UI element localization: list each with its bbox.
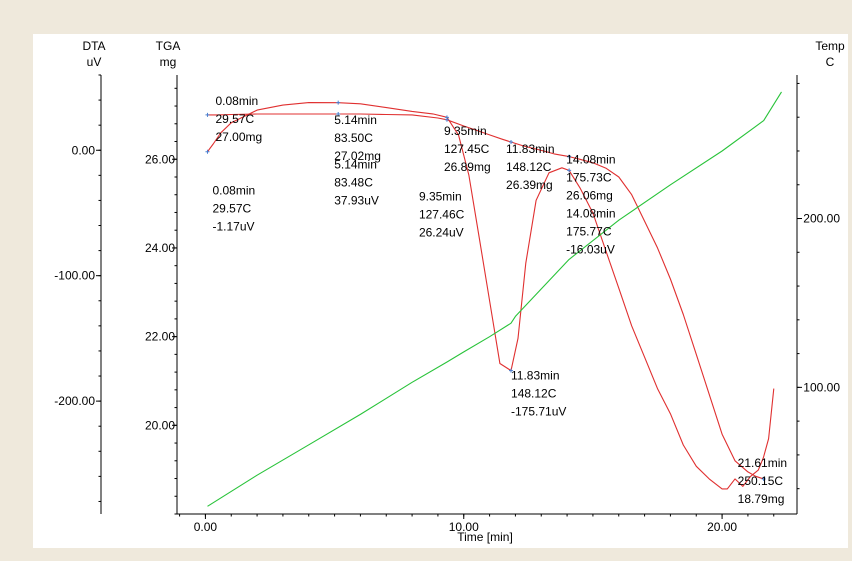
annotation-line: 250.15C — [738, 474, 784, 488]
temperature-curve — [207, 91, 782, 507]
temp-tick-label: 100.00 — [803, 380, 840, 394]
annotation-line: 83.48C — [334, 176, 373, 190]
annotation-line: 0.08min — [212, 184, 255, 198]
dta-tick-label: 0.00 — [72, 143, 96, 157]
dta-axis-unit: uV — [87, 55, 102, 69]
temp-axis-unit: C — [826, 55, 835, 69]
tga-tick-label: 24.00 — [145, 241, 175, 255]
annotations: 0.08min 29.57C 27.00mg 5.14min 83.50C 27.02mg… — [205, 94, 787, 506]
x-tick-label: 20.00 — [707, 520, 737, 534]
annotation-line: -175.71uV — [511, 405, 566, 419]
annotation-line: -16.03uV — [566, 242, 615, 256]
annotation-line: 29.57C — [215, 112, 254, 126]
annotation-2: 9.35min 127.45C 26.89mg — [444, 124, 491, 174]
annotation-marker — [509, 139, 514, 144]
dta-tick-label: -200.00 — [54, 394, 95, 408]
annotation-8: 9.35min 127.46C 26.24uV — [419, 189, 465, 239]
annotation-marker — [336, 100, 341, 105]
series — [207, 91, 782, 507]
x-tick-label: 10.00 — [449, 520, 479, 534]
annotation-9: 14.08min 175.77C -16.03uV — [566, 206, 615, 256]
annotation-line: 14.08min — [566, 153, 615, 167]
annotation-line: 18.79mg — [738, 492, 785, 506]
tga-tick-label: 20.00 — [145, 418, 175, 432]
tga-axis-title: TGA — [156, 39, 181, 53]
annotation-10: 11.83min 148.12C -175.71uV — [511, 369, 566, 419]
annotation-7: 5.14min 83.48C 37.93uV — [334, 158, 379, 208]
annotation-line: 29.57C — [212, 202, 251, 216]
annotation-3: 11.83min 148.12C 26.39mg — [506, 142, 554, 192]
tga-curve — [207, 113, 764, 480]
annotation-line: 21.61min — [738, 456, 787, 470]
annotation-line: -1.17uV — [212, 220, 254, 234]
temp-tick-label: 200.00 — [803, 212, 840, 226]
annotation-line: 5.14min — [334, 113, 377, 127]
annotation-line: 127.45C — [444, 142, 490, 156]
annotation-marker — [567, 168, 572, 173]
annotation-line: 26.39mg — [506, 178, 553, 192]
annotation-marker — [761, 476, 766, 481]
annotation-line: 37.93uV — [334, 194, 379, 208]
annotation-line: 26.06mg — [566, 189, 613, 203]
axes: DTA uV TGA mg Temp C Time [min] — [82, 39, 845, 544]
annotation-0: 0.08min 29.57C 27.00mg — [215, 94, 262, 144]
annotation-line: 11.83min — [511, 369, 559, 383]
annotation-marker — [509, 368, 514, 373]
tick-labels: 0.00 10.00 20.00 0.00 -100.00 -200.00 26.00 24.… — [54, 74, 840, 534]
annotation-line: 14.08min — [566, 206, 615, 220]
dta-tick-label: -100.00 — [54, 269, 95, 283]
annotation-line: 11.83min — [506, 142, 554, 156]
annotation-4: 14.08min 175.73C 26.06mg — [566, 153, 615, 203]
annotation-line: 0.08min — [215, 94, 258, 108]
annotation-marker — [567, 154, 572, 159]
annotation-marker — [336, 112, 341, 117]
x-axis-label: Time [min] — [457, 530, 513, 544]
annotation-line: 9.35min — [419, 189, 462, 203]
annotation-line: 175.73C — [566, 171, 612, 185]
tga-tick-label: 26.00 — [145, 152, 175, 166]
dta-axis-title: DTA — [82, 39, 105, 53]
temp-axis-title: Temp — [815, 39, 845, 53]
annotation-marker — [205, 112, 210, 117]
annotation-line: 26.89mg — [444, 160, 491, 174]
annotation-1: 5.14min 83.50C 27.02mg — [334, 113, 381, 163]
annotation-marker — [205, 149, 210, 154]
tga-axis-unit: mg — [160, 55, 177, 69]
annotation-line: 83.50C — [334, 131, 373, 145]
annotation-line: 26.24uV — [419, 225, 464, 239]
annotation-line: 175.77C — [566, 224, 612, 238]
annotation-line: 5.14min — [334, 158, 377, 172]
annotation-5: 21.61min 250.15C 18.79mg — [738, 456, 787, 506]
tga-tick-label: 22.00 — [145, 330, 175, 344]
annotation-line: 9.35min — [444, 124, 487, 138]
annotation-line: 148.12C — [506, 160, 552, 174]
annotation-line: 27.00mg — [215, 130, 262, 144]
annotation-marker — [444, 115, 449, 120]
annotation-line: 148.12C — [511, 387, 557, 401]
annotation-6: 0.08min 29.57C -1.17uV — [212, 184, 255, 234]
dta-curve — [207, 102, 775, 490]
plot-panel — [33, 34, 848, 548]
annotation-line: 27.02mg — [334, 149, 381, 163]
annotation-line: 127.46C — [419, 207, 465, 221]
x-tick-label: 0.00 — [194, 520, 218, 534]
